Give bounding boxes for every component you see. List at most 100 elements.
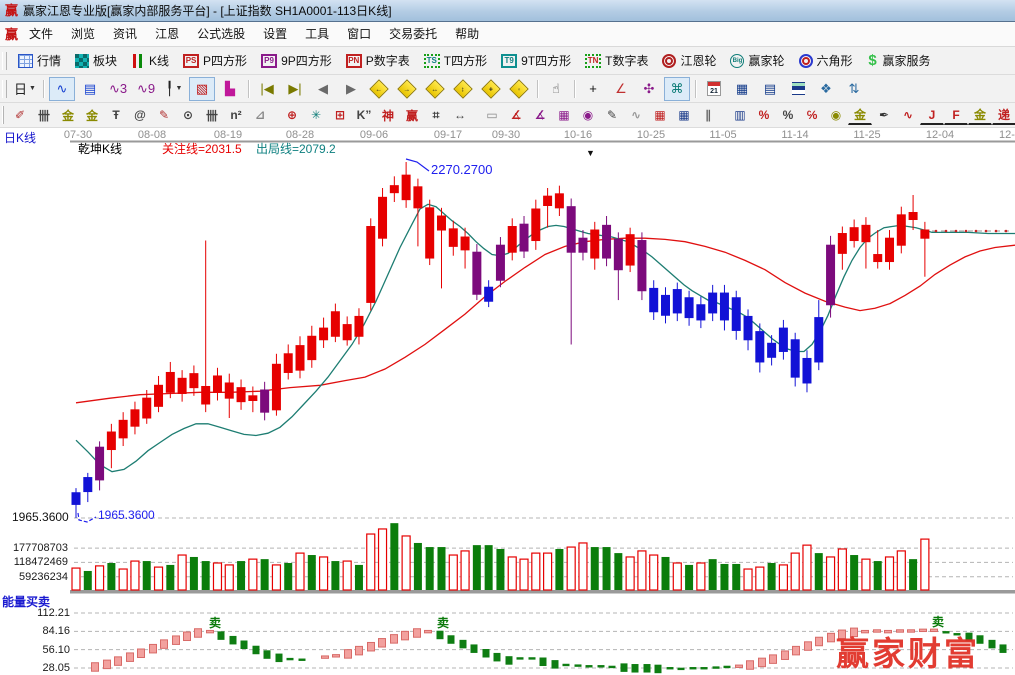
chart-area[interactable]: 日K线 乾坤K线 关注线=2031.5 出局线=2079.2 2270.2700… [0,128,1015,675]
gold-angle-icon[interactable]: 金 [968,105,992,125]
trend-wave-button-icon: ∿ [56,80,68,96]
comb2-icon[interactable]: 卌 [205,108,218,123]
smart-analysis-button[interactable]: ⌘ [664,76,690,101]
brush2-icon[interactable]: ✎ [158,108,170,122]
prev-page-button[interactable]: ◀ [310,77,336,101]
cycle-circle-icon[interactable]: ⊙ [182,108,194,122]
wave9-button[interactable]: ∿9 [133,77,159,101]
grid-blue-icon[interactable]: ▦ [678,108,690,122]
winner-service-button[interactable]: $ 赢家服务 [860,50,938,71]
p-square-button[interactable]: PS P四方形 [176,50,254,71]
remote-data-button[interactable]: ⇅ [841,77,867,101]
zoom-all-button[interactable]: ◦ [506,77,532,101]
menu-文件[interactable]: 文件 [29,27,54,41]
notes-button[interactable]: ▤ [757,77,783,101]
angle-measure-button[interactable]: ∠ [608,77,634,101]
trend-pencil-icon[interactable]: ✎ [606,108,618,122]
n-square-icon[interactable]: n² [230,108,242,122]
trend-wave-button[interactable]: ∿ [49,76,75,101]
gann-tools-button[interactable]: ✣ [636,77,662,101]
zoom-in-button[interactable]: + [478,77,504,101]
crosshair-button[interactable]: + [580,77,606,101]
next-page-button[interactable]: ▶ [338,77,364,101]
ink-brush-icon[interactable]: ✒ [878,108,890,122]
percent-line-icon[interactable]: ℅ [806,108,818,122]
menu-窗口[interactable]: 窗口 [347,27,372,41]
circle-cross-icon[interactable]: ⊕ [286,108,298,122]
grid-red-icon[interactable]: ▦ [654,108,666,122]
expand-x-button[interactable]: ↔ [422,77,448,101]
shen-icon[interactable]: 神 [381,108,394,123]
percent-icon[interactable]: % [782,108,794,122]
chart-canvas[interactable] [0,128,1015,675]
calendar-button[interactable]: 21 [701,77,727,101]
menu-帮助[interactable]: 帮助 [455,27,480,41]
9p-square-button[interactable]: P9 9P四方形 [254,50,339,71]
volume-bar [472,545,481,590]
j-angle-icon[interactable]: J [920,105,944,125]
arrow-glyph: ↔ [431,84,439,93]
gann-wheel-button[interactable]: 江恩轮 [655,50,723,71]
fan-red-icon[interactable]: ∡ [510,108,522,122]
di-angle-icon[interactable]: 递 [992,105,1015,125]
calculator-button[interactable]: ▦ [729,77,755,101]
sectors-button[interactable]: 板块 [68,50,124,71]
winner-wheel-button[interactable]: Big 赢家轮 [723,50,791,71]
menu-设置[interactable]: 设置 [263,27,288,41]
t-square-button[interactable]: TS T四方形 [417,50,494,71]
grid-purple-icon[interactable]: ▦ [558,108,570,122]
menu-江恩[interactable]: 江恩 [155,27,180,41]
gold-line-icon[interactable]: 金 [848,105,872,125]
menu-资讯[interactable]: 资讯 [113,27,138,41]
stats-icon[interactable]: ▥ [734,108,746,122]
save-button[interactable] [785,77,811,101]
menu-工具[interactable]: 工具 [305,27,330,41]
f-angle-icon[interactable]: F [944,105,968,125]
star-grid-icon[interactable]: ✳ [310,108,322,122]
zigzag-icon[interactable]: ∿ [630,108,642,122]
gold-circle-icon[interactable]: ◉ [830,108,842,122]
single-candle-button[interactable]: ╿ ▼ [161,77,187,101]
ying-icon[interactable]: 赢 [405,108,418,123]
square-target-icon[interactable]: ⊞ [334,108,346,122]
fan-purple-icon[interactable]: ∡ [534,108,546,122]
period-day-button[interactable]: 日 ▼ [12,77,38,101]
t-number-table-button[interactable]: TN T数字表 [578,50,655,71]
hexagon-button[interactable]: 六角形 [792,50,860,71]
pattern-button[interactable]: ▧ [189,76,215,101]
menu-浏览[interactable]: 浏览 [71,27,96,41]
pan-left-button[interactable]: ← [366,77,392,101]
kline-button[interactable]: K线 [124,50,176,71]
gold-comb2-icon[interactable]: 金 [85,108,98,123]
wave-red-icon[interactable]: ∿ [902,108,914,122]
drag-hand-button[interactable]: ☝ [543,77,569,101]
info-panel-button[interactable]: ▤ [77,77,103,101]
9t-square-button[interactable]: T9 9T四方形 [494,50,578,71]
angle-ruler-icon[interactable]: ⊿ [254,108,266,122]
pan-right-button[interactable]: → [394,77,420,101]
k-compare-icon[interactable]: K” [356,108,372,122]
last-page-button[interactable]: ▶| [282,77,308,101]
rect-tool-icon[interactable]: ▭ [486,108,498,122]
first-page-button[interactable]: |◀ [254,77,280,101]
p-number-table-button[interactable]: PN P数字表 [339,50,417,71]
expand-y-button[interactable]: ↕ [450,77,476,101]
spiral-icon[interactable]: @ [134,108,146,122]
circle-purple-icon[interactable]: ◉ [582,108,594,122]
arrow-glyph: ← [375,84,383,93]
wave3-button[interactable]: ∿3 [105,77,131,101]
web-service-button[interactable]: ❖ [813,77,839,101]
menu-公式选股[interactable]: 公式选股 [197,27,246,41]
volume-bar [366,533,376,591]
f-lines-icon[interactable]: Ŧ [112,108,120,122]
volume-profile-button[interactable]: ▙ [217,77,243,101]
draw-brush-icon[interactable]: ✐ [14,108,26,122]
menu-交易委托[interactable]: 交易委托 [389,27,438,41]
comb-lines-icon[interactable]: 卌 [37,108,50,123]
quotes-button[interactable]: 行情 [11,50,68,71]
span-arrow-icon[interactable]: ↔ [454,108,466,122]
gold-comb-icon[interactable]: 金 [61,108,74,123]
percent-red-icon[interactable]: % [758,108,770,122]
parallel-icon[interactable]: ∥ [705,108,711,122]
number-grid-icon[interactable]: ⌗ [432,107,440,122]
